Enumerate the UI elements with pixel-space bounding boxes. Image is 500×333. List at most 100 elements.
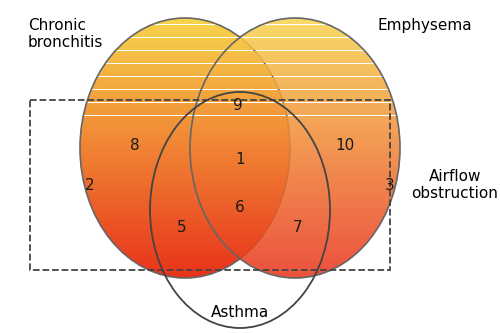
- Bar: [191, 164, 399, 165]
- Bar: [80, 147, 290, 148]
- Bar: [90, 202, 280, 204]
- Bar: [230, 249, 360, 251]
- Bar: [244, 261, 346, 262]
- Bar: [142, 266, 228, 268]
- Bar: [134, 34, 236, 35]
- Bar: [193, 178, 397, 179]
- Bar: [82, 122, 288, 123]
- Bar: [196, 192, 394, 193]
- Bar: [202, 206, 388, 208]
- Bar: [190, 136, 400, 138]
- Bar: [190, 162, 400, 164]
- Bar: [142, 28, 228, 30]
- Bar: [194, 182, 396, 183]
- Bar: [200, 201, 390, 202]
- Bar: [192, 169, 398, 170]
- Bar: [129, 38, 241, 39]
- Bar: [190, 155, 400, 156]
- Bar: [234, 41, 356, 43]
- Bar: [192, 118, 398, 120]
- Bar: [190, 157, 400, 159]
- Bar: [81, 165, 289, 166]
- Bar: [148, 26, 222, 27]
- Bar: [82, 174, 288, 175]
- Bar: [239, 38, 351, 39]
- Bar: [190, 143, 400, 144]
- Bar: [92, 209, 278, 210]
- Bar: [124, 253, 246, 255]
- Bar: [200, 204, 390, 205]
- Bar: [214, 65, 376, 66]
- Bar: [88, 96, 282, 97]
- Bar: [89, 95, 281, 96]
- Bar: [196, 107, 394, 108]
- Bar: [272, 21, 318, 22]
- Bar: [190, 152, 400, 153]
- Bar: [222, 242, 368, 243]
- Bar: [86, 103, 284, 104]
- Bar: [196, 191, 394, 192]
- Bar: [150, 270, 220, 271]
- Bar: [90, 91, 280, 92]
- Bar: [104, 230, 266, 231]
- Bar: [90, 93, 280, 95]
- Bar: [216, 232, 374, 234]
- Bar: [193, 116, 397, 117]
- Bar: [199, 95, 391, 96]
- Bar: [192, 175, 398, 176]
- Bar: [105, 231, 265, 232]
- Bar: [260, 270, 330, 271]
- Bar: [190, 146, 400, 147]
- Bar: [198, 199, 392, 200]
- Bar: [248, 31, 342, 32]
- Bar: [154, 271, 216, 273]
- Bar: [192, 121, 398, 122]
- Bar: [88, 197, 282, 199]
- Bar: [205, 80, 385, 82]
- Bar: [272, 274, 318, 275]
- Bar: [84, 183, 286, 184]
- Bar: [195, 187, 395, 188]
- Bar: [190, 160, 400, 161]
- Bar: [220, 56, 370, 57]
- Bar: [140, 30, 230, 31]
- Bar: [138, 264, 232, 265]
- Bar: [84, 112, 286, 113]
- Bar: [200, 91, 390, 92]
- Bar: [81, 164, 289, 165]
- Bar: [96, 79, 274, 80]
- Bar: [206, 215, 384, 217]
- Bar: [136, 262, 234, 264]
- Bar: [108, 235, 262, 236]
- Bar: [213, 228, 377, 230]
- Bar: [80, 134, 290, 135]
- Bar: [237, 39, 353, 40]
- Text: 2: 2: [85, 177, 95, 192]
- Bar: [167, 19, 203, 21]
- Bar: [82, 125, 288, 126]
- Bar: [194, 109, 396, 110]
- Bar: [103, 66, 267, 67]
- Bar: [206, 78, 384, 79]
- Bar: [80, 153, 290, 155]
- Bar: [84, 182, 286, 183]
- Bar: [226, 245, 364, 247]
- Bar: [83, 116, 287, 117]
- Bar: [194, 180, 396, 182]
- Bar: [80, 135, 290, 136]
- Bar: [230, 45, 360, 47]
- Bar: [246, 262, 344, 264]
- Bar: [93, 210, 277, 212]
- Bar: [102, 227, 268, 228]
- Bar: [252, 266, 338, 268]
- Bar: [242, 260, 348, 261]
- Bar: [208, 219, 382, 221]
- Bar: [84, 114, 286, 116]
- Bar: [99, 73, 271, 74]
- Bar: [90, 92, 280, 93]
- Bar: [198, 196, 392, 197]
- Bar: [208, 74, 382, 75]
- Bar: [202, 88, 388, 90]
- Bar: [218, 60, 372, 61]
- Bar: [255, 268, 335, 269]
